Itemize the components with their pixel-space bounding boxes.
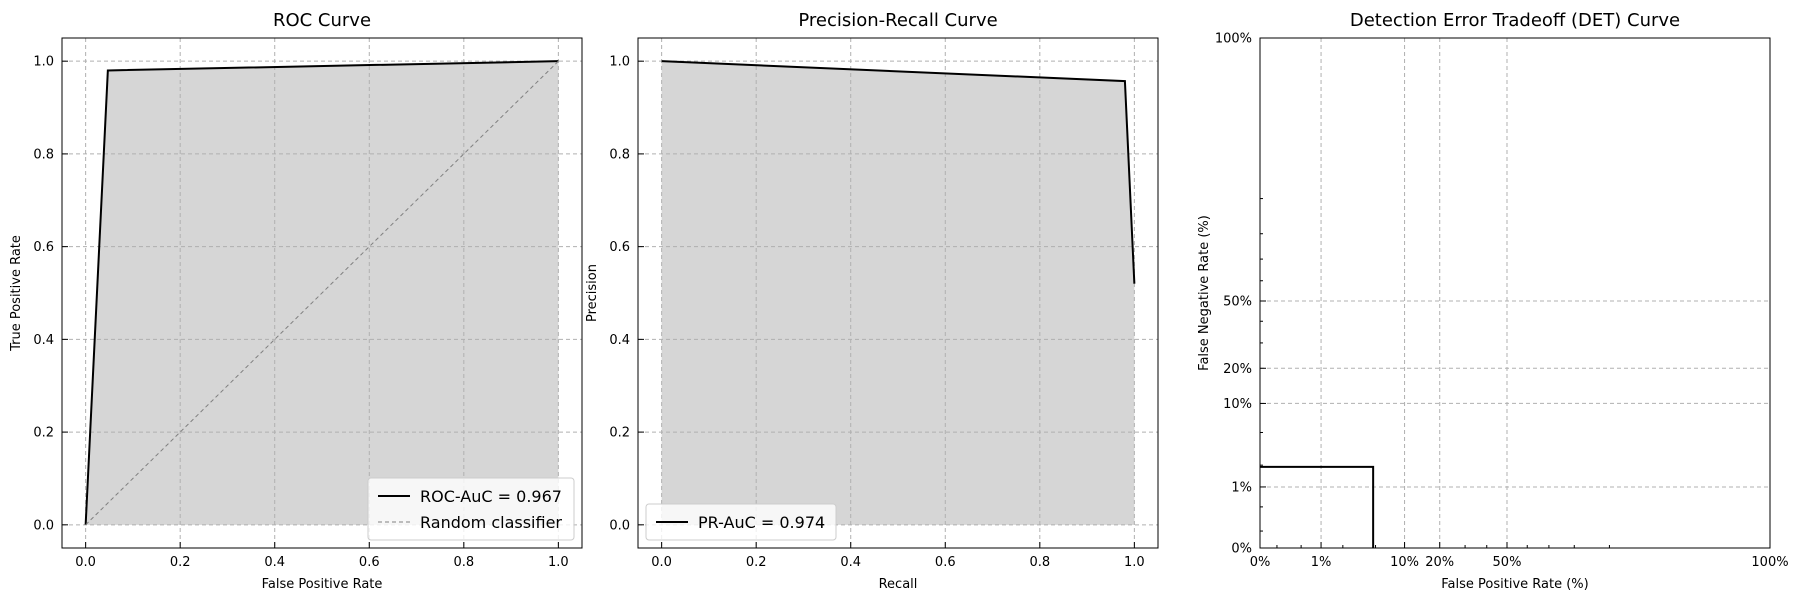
x-tick-label: 0.6 (359, 555, 380, 570)
y-tick-label: 1.0 (609, 55, 630, 70)
y-tick-label: 0.6 (33, 240, 54, 255)
x-axis-label: Recall (879, 577, 918, 592)
y-tick-label: 0.2 (33, 426, 54, 441)
y-tick-label: 0.2 (609, 426, 630, 441)
series-line-0 (661, 60, 1136, 284)
y-tick-label: 0.4 (609, 333, 630, 348)
y-tick-label: 0.8 (609, 147, 630, 162)
y-tick-label: 100% (1215, 32, 1252, 47)
y-tick-label: 0.4 (33, 333, 54, 348)
plot-frame (637, 37, 1159, 549)
y-tick-label: 1% (1231, 480, 1252, 495)
legend-label-1: Random classifier (420, 513, 562, 532)
legend-box (367, 477, 575, 541)
chart-title: ROC Curve (273, 10, 371, 31)
legend-box (645, 503, 837, 541)
x-tick-label: 1.0 (548, 555, 569, 570)
series-line-0 (84, 60, 559, 525)
y-tick-label: 0% (1231, 542, 1252, 557)
chart-title: Detection Error Tradeoff (DET) Curve (1350, 10, 1680, 31)
x-tick-label: 10% (1390, 555, 1419, 570)
x-tick-label: 0.2 (746, 555, 767, 570)
x-tick-label: 1.0 (1124, 555, 1145, 570)
y-tick-label: 0.0 (33, 518, 54, 533)
y-tick-label: 0.0 (609, 518, 630, 533)
x-tick-label: 0.0 (651, 555, 672, 570)
y-tick-label: 1.0 (33, 55, 54, 70)
x-tick-label: 0.6 (935, 555, 956, 570)
x-tick-label: 0.4 (840, 555, 861, 570)
x-tick-label: 0.8 (453, 555, 474, 570)
y-tick-label: 0.8 (33, 147, 54, 162)
y-tick-label: 0.6 (609, 240, 630, 255)
area-fill-0 (661, 61, 1135, 525)
roc-panel: 0.0 0.2 0.4 0.6 0.8 1.0 0.0 0.2 0.4 0.6 0.8 1.0 ROC … (9, 10, 583, 592)
chart-title: Precision-Recall Curve (798, 10, 997, 31)
x-axis-label: False Positive Rate (262, 577, 383, 592)
y-tick-label: 10% (1223, 397, 1252, 412)
x-tick-label: 0.4 (264, 555, 285, 570)
series-line-1 (85, 60, 559, 526)
x-tick-label: 0% (1250, 555, 1271, 570)
x-tick-label: 0.2 (170, 555, 191, 570)
legend-label-0: PR-AuC = 0.974 (698, 513, 825, 532)
x-tick-label: 20% (1425, 555, 1454, 570)
pr-panel: 0.0 0.2 0.4 0.6 0.8 1.0 0.0 0.2 0.4 0.6 0.8 1.0 Prec… (585, 10, 1159, 592)
x-tick-label: 0.8 (1029, 555, 1050, 570)
x-tick-label: 100% (1751, 555, 1788, 570)
x-tick-label: 50% (1493, 555, 1522, 570)
x-axis-label: False Positive Rate (%) (1441, 577, 1588, 592)
series-line-0 (1260, 465, 1375, 548)
y-axis-label: False Negative Rate (%) (1197, 215, 1212, 371)
plot-frame (1259, 37, 1771, 549)
y-axis-label: True Positive Rate (9, 235, 24, 352)
x-tick-label: 1% (1311, 555, 1332, 570)
y-tick-label: 20% (1223, 362, 1252, 377)
legend-label-0: ROC-AuC = 0.967 (420, 487, 562, 506)
plot-frame (61, 37, 583, 549)
y-axis-label: Precision (585, 264, 600, 322)
det-panel: 0% 1% 10% 20% 50% 100% 0% 1% 10% 20% 50% 100% Detect… (1197, 10, 1789, 592)
y-tick-label: 50% (1223, 295, 1252, 310)
x-tick-label: 0.0 (75, 555, 96, 570)
